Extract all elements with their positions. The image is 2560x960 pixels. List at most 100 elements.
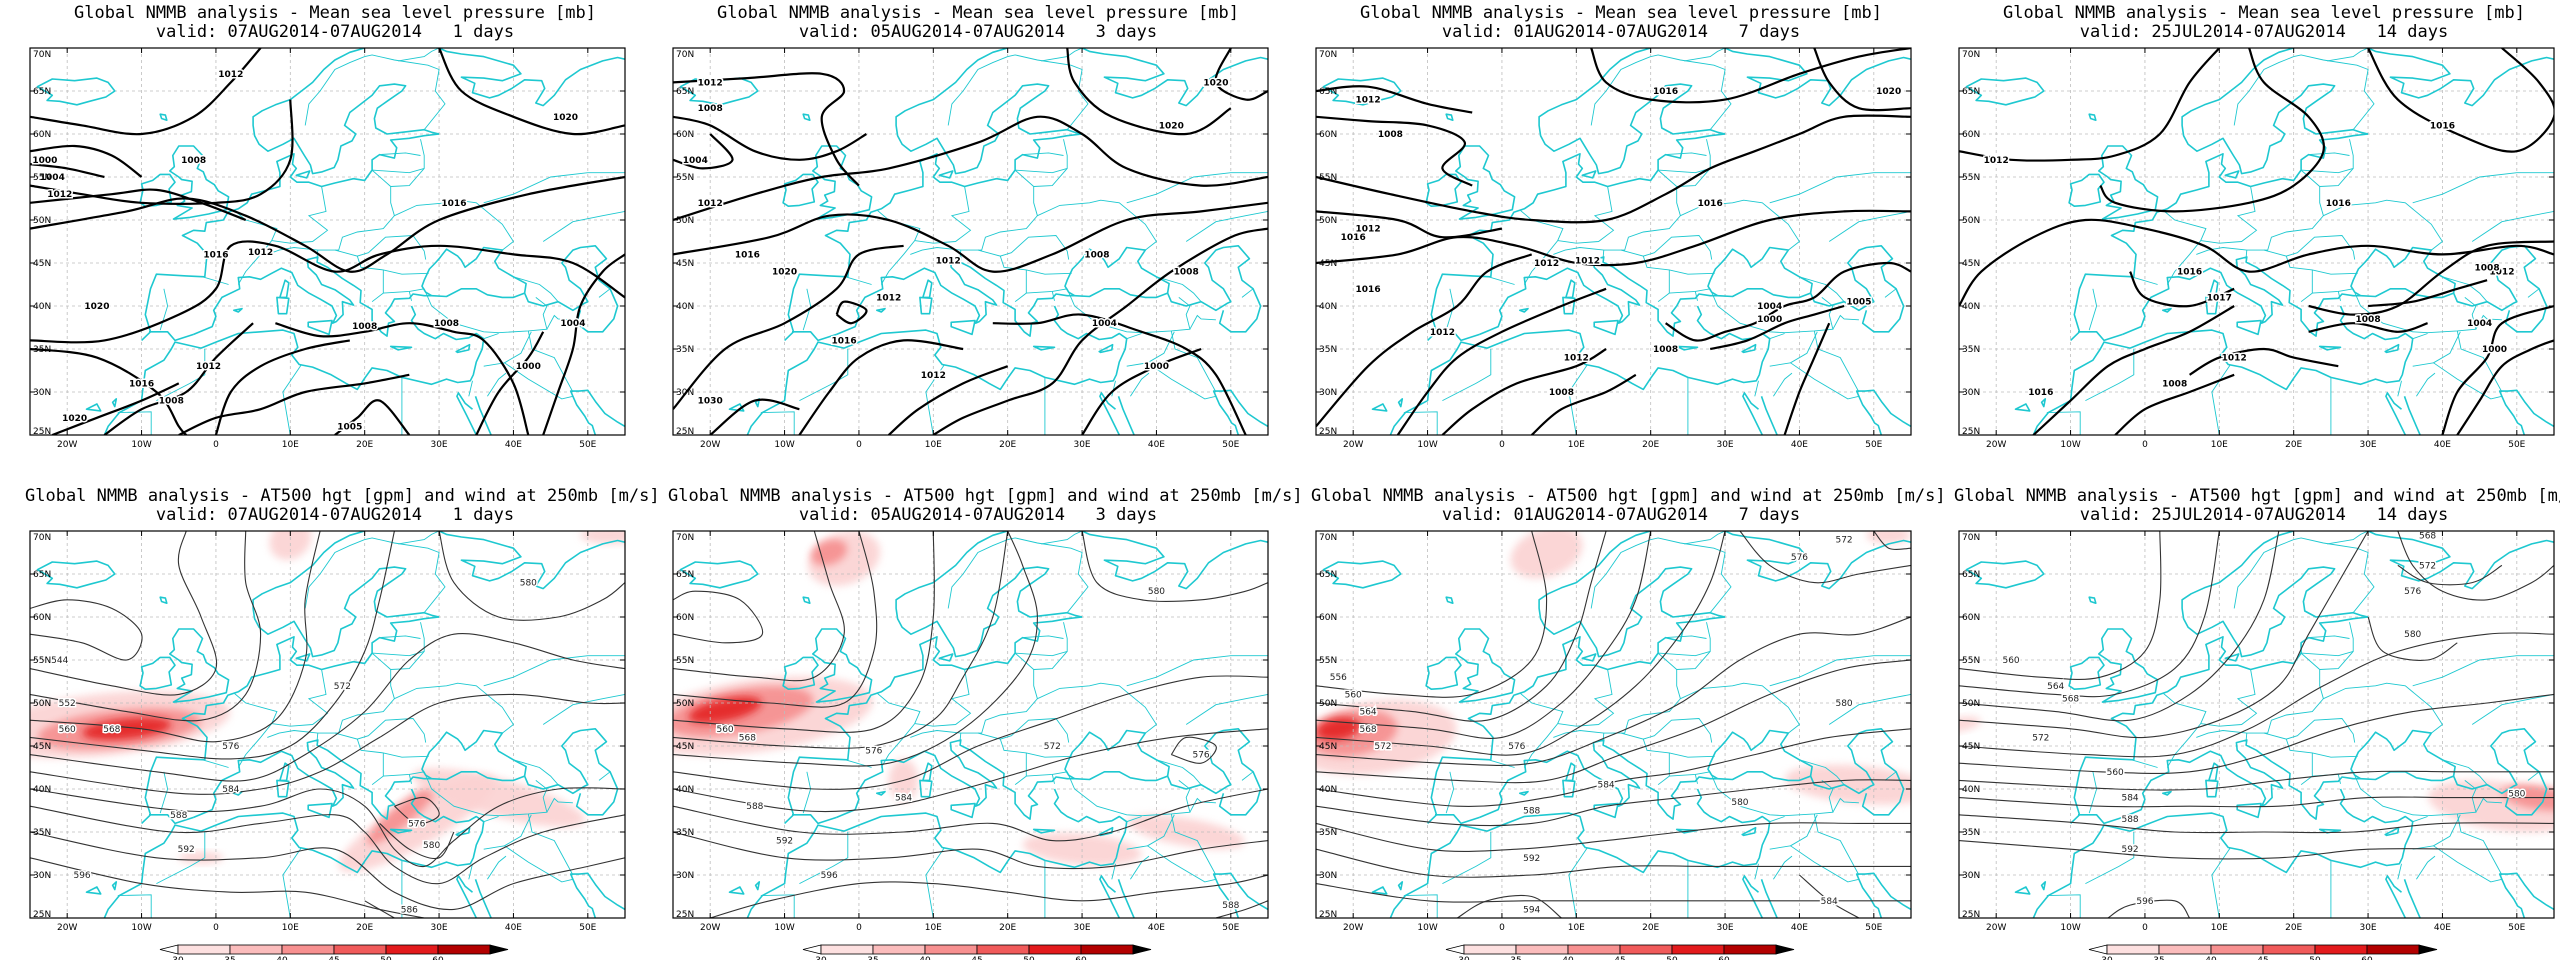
- coastline: [1427, 616, 1726, 824]
- coastline: [2403, 396, 2421, 435]
- coastline: [1707, 729, 1813, 780]
- isobar-line: [475, 331, 545, 435]
- country-border: [1769, 333, 1785, 340]
- contour-label: 592: [776, 837, 793, 847]
- lat-tick-label: 30N: [1962, 871, 1980, 881]
- coastline: [782, 173, 819, 207]
- country-border: [2088, 288, 2098, 331]
- contour-label: 572: [2419, 561, 2436, 571]
- isobar-line: [835, 300, 868, 325]
- coastline: [1445, 113, 1454, 121]
- lat-tick-label: 50N: [1962, 699, 1980, 709]
- contour-label: 592: [178, 845, 195, 855]
- country-border: [2412, 845, 2503, 883]
- coastline: [85, 403, 102, 412]
- country-border: [1813, 330, 1860, 393]
- country-border: [1126, 845, 1217, 883]
- country-border: [2245, 733, 2248, 741]
- lat-tick-label: 25N: [1962, 910, 1980, 920]
- country-border: [2196, 169, 2324, 255]
- contour-label: 568: [2062, 695, 2079, 705]
- country-border: [423, 288, 548, 334]
- country-border: [156, 349, 206, 402]
- country-border: [877, 693, 921, 768]
- isobar-line: [1316, 115, 1473, 187]
- country-border: [1403, 411, 1438, 435]
- coastline: [1581, 653, 1597, 662]
- contour-label: 588: [746, 802, 763, 812]
- country-border: [271, 186, 329, 244]
- colorbar-swatch: [1723, 944, 1777, 955]
- contour-label: 560: [1345, 690, 1362, 700]
- contour-label: 1012: [1356, 96, 1381, 106]
- country-border: [2088, 771, 2098, 814]
- lon-tick-label: 30E: [1716, 923, 1733, 933]
- coastline: [1965, 77, 2045, 106]
- coastline: [792, 814, 837, 825]
- country-border: [1147, 331, 1175, 364]
- country-border: [372, 650, 425, 657]
- lon-tick-label: 0: [2142, 923, 2148, 933]
- country-border: [1037, 682, 1158, 734]
- lon-tick-label: 10W: [131, 923, 151, 933]
- coastline: [2162, 790, 2172, 796]
- lat-tick-label: 50N: [676, 216, 694, 226]
- colorbar-swatch: [1080, 944, 1134, 955]
- coastline: [2032, 305, 2414, 435]
- colorbar-swatch: [1515, 944, 1569, 955]
- lat-tick-label: 50N: [1319, 699, 1337, 709]
- lat-tick-label: 55N: [1962, 173, 1980, 183]
- country-border: [2471, 693, 2554, 725]
- country-border: [2085, 832, 2135, 885]
- country-border: [1884, 771, 1897, 781]
- isobar-line: [2367, 279, 2488, 308]
- lat-tick-label: 25N: [1962, 427, 1980, 437]
- country-border: [282, 364, 302, 435]
- isobar-line: [30, 175, 625, 273]
- country-border: [910, 169, 1038, 255]
- colorbar-label: 50: [2309, 956, 2321, 960]
- lat-tick-label: 60N: [1319, 130, 1337, 140]
- wind-colorbar: 30 35 40 45 50 60: [2088, 944, 2438, 960]
- country-border: [468, 380, 473, 397]
- country-border: [1590, 539, 1651, 609]
- lon-tick-label: 20E: [1642, 440, 1659, 450]
- contour-label: 1012: [1534, 259, 1559, 269]
- contour-label: 568: [2419, 531, 2436, 541]
- isobar-line: [438, 48, 625, 136]
- contour-label: 1008: [181, 156, 206, 166]
- isobar-line: [673, 244, 904, 410]
- colorbar-label: 35: [224, 956, 235, 960]
- lon-tick-label: 50E: [1222, 440, 1239, 450]
- coastline: [836, 256, 1168, 337]
- isobar-line: [2032, 305, 2235, 435]
- isobar-line: [542, 253, 625, 435]
- contour-label: 564: [1359, 708, 1376, 718]
- coastline: [295, 170, 311, 179]
- lat-tick-label: 30N: [1962, 388, 1980, 398]
- country-border: [2233, 539, 2294, 609]
- panel-valid-period: valid: 25JUL2014-07AUG2014 14 days: [2079, 22, 2449, 42]
- lat-tick-label: 30N: [33, 388, 51, 398]
- country-border: [398, 531, 440, 545]
- country-border: [1051, 291, 1055, 301]
- country-border: [2131, 276, 2158, 285]
- colorbar-label: 30: [815, 956, 827, 960]
- coastline: [2236, 802, 2262, 819]
- country-border: [1147, 814, 1175, 847]
- country-border: [2301, 167, 2354, 174]
- jet-wind-shading: [178, 851, 224, 864]
- colorbar-label: 40: [1562, 956, 1574, 960]
- lon-tick-label: 10W: [774, 440, 794, 450]
- country-border: [334, 718, 427, 743]
- isobar-line: [2308, 322, 2428, 333]
- contour-label: 1012: [698, 199, 723, 209]
- country-border: [947, 539, 1008, 609]
- lat-tick-label: 25N: [1319, 910, 1337, 920]
- lat-tick-label: 55N: [1962, 656, 1980, 666]
- contour-label: 584: [1597, 781, 1614, 791]
- contour-label: 576: [1192, 751, 1209, 761]
- contour-label: 1016: [2326, 199, 2351, 209]
- contour-label: 588: [1523, 807, 1540, 817]
- map-plot: 560 564 568 572 568 572 576 580 580 560 584 588 592 5…: [1958, 530, 2555, 960]
